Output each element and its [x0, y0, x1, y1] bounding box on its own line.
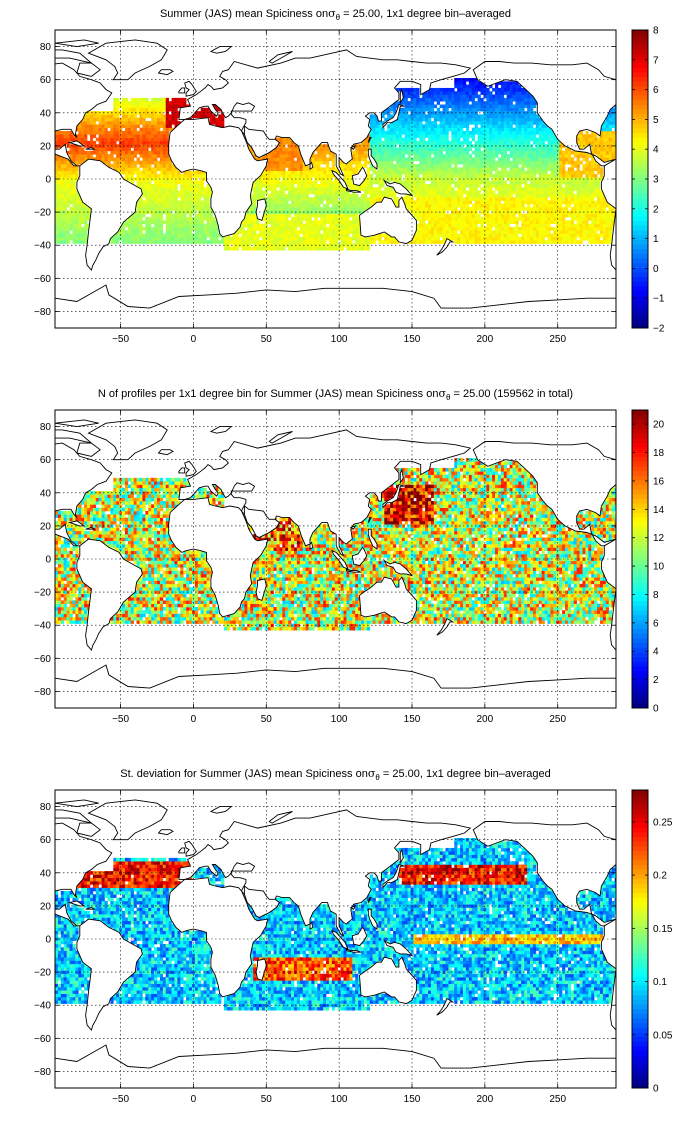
chart-title: N of profiles per 1x1 degree bin for Sum…: [98, 387, 573, 402]
colorbar-tick-label: 20: [653, 420, 665, 431]
colorbar-tick-label: 14: [653, 505, 665, 516]
y-tick-label: −20: [34, 208, 51, 219]
y-tick-label: −60: [34, 274, 51, 285]
x-tick-label: 50: [261, 1094, 273, 1105]
x-tick-label: 100: [331, 334, 348, 345]
y-tick-label: −20: [34, 588, 51, 599]
colorbar-tick-label: 6: [653, 618, 659, 629]
colorbar-tick-label: 4: [653, 145, 659, 156]
y-tick-label: 80: [40, 42, 52, 53]
colorbar-tick-label: −2: [653, 324, 665, 335]
x-tick-label: 150: [404, 334, 421, 345]
x-tick-label: −50: [112, 1094, 129, 1105]
y-tick-label: 0: [45, 175, 51, 186]
y-tick-label: 0: [45, 555, 51, 566]
y-tick-label: 0: [45, 935, 51, 946]
colorbar-tick-label: 0.25: [653, 817, 673, 828]
x-tick-label: 0: [191, 334, 197, 345]
x-tick-label: 200: [477, 334, 494, 345]
colorbar-tick-label: 6: [653, 85, 659, 96]
y-tick-label: −40: [34, 241, 51, 252]
colorbar-tick-label: 18: [653, 448, 665, 459]
colorbar-tick-label: 12: [653, 533, 665, 544]
x-tick-label: 250: [549, 1094, 566, 1105]
x-tick-label: 200: [477, 714, 494, 725]
y-tick-label: −20: [34, 968, 51, 979]
colorbar-tick-label: 0.1: [653, 977, 667, 988]
x-tick-label: 250: [549, 714, 566, 725]
y-tick-label: −40: [34, 1001, 51, 1012]
x-tick-label: 0: [191, 1094, 197, 1105]
x-tick-label: 50: [261, 714, 273, 725]
y-tick-label: 20: [40, 901, 52, 912]
colorbar-tick-label: 7: [653, 55, 659, 66]
y-tick-label: 40: [40, 488, 52, 499]
colorbar-tick-label: 8: [653, 26, 659, 37]
colorbar-tick-label: 16: [653, 476, 665, 487]
colorbar-tick-label: 0: [653, 1084, 659, 1095]
colorbar: 0 2 4 6 8 10 12 14 16 18 20: [632, 410, 665, 715]
y-tick-label: 40: [40, 868, 52, 879]
chart-panel-3: −50 0 50 100 150 200 250 −80 −60 −40 −20 0 20 40 60 80 S…: [0, 767, 673, 1105]
colorbar-tick-label: 0: [653, 264, 659, 275]
x-tick-label: 0: [191, 714, 197, 725]
colorbar: 0 0.05 0.1 0.15 0.2 0.25: [632, 790, 673, 1095]
colorbar-tick-label: 0: [653, 704, 659, 715]
x-tick-label: 100: [331, 714, 348, 725]
y-tick-label: −60: [34, 1034, 51, 1045]
colorbar-tick-label: 8: [653, 590, 659, 601]
colorbar-tick-label: −1: [653, 294, 665, 305]
y-tick-label: −80: [34, 307, 51, 318]
y-tick-label: 20: [40, 521, 52, 532]
x-tick-label: 150: [404, 714, 421, 725]
colorbar: −2 −1 0 1 2 3 4 5 6 7 8: [632, 26, 665, 335]
colorbar-tick-label: 2: [653, 675, 659, 686]
y-tick-label: −40: [34, 621, 51, 632]
y-tick-label: −80: [34, 687, 51, 698]
y-tick-label: 60: [40, 455, 52, 466]
x-tick-label: 250: [549, 334, 566, 345]
x-tick-label: 150: [404, 1094, 421, 1105]
colorbar-tick-label: 4: [653, 647, 659, 658]
x-tick-label: 100: [331, 1094, 348, 1105]
colorbar-tick-label: 3: [653, 175, 659, 186]
x-tick-label: 200: [477, 1094, 494, 1105]
y-tick-label: 20: [40, 141, 52, 152]
chart-title: St. deviation for Summer (JAS) mean Spic…: [120, 767, 551, 782]
colorbar-tick-label: 1: [653, 234, 659, 245]
chart-title: Summer (JAS) mean Spiciness onσθ = 25.00…: [160, 7, 511, 22]
colorbar-tick-label: 2: [653, 204, 659, 215]
x-tick-label: −50: [112, 334, 129, 345]
colorbar-tick-label: 0.05: [653, 1030, 673, 1041]
y-tick-label: −60: [34, 654, 51, 665]
colorbar-tick-label: 0.15: [653, 924, 673, 935]
y-tick-label: 80: [40, 802, 52, 813]
y-tick-label: 60: [40, 835, 52, 846]
y-tick-label: −80: [34, 1067, 51, 1078]
colorbar-tick-label: 5: [653, 115, 659, 126]
colorbar-tick-label: 10: [653, 562, 665, 573]
colorbar-tick-label: 0.2: [653, 871, 667, 882]
x-tick-label: −50: [112, 714, 129, 725]
y-tick-label: 80: [40, 422, 52, 433]
x-tick-label: 50: [261, 334, 273, 345]
y-tick-label: 40: [40, 108, 52, 119]
y-tick-label: 60: [40, 75, 52, 86]
